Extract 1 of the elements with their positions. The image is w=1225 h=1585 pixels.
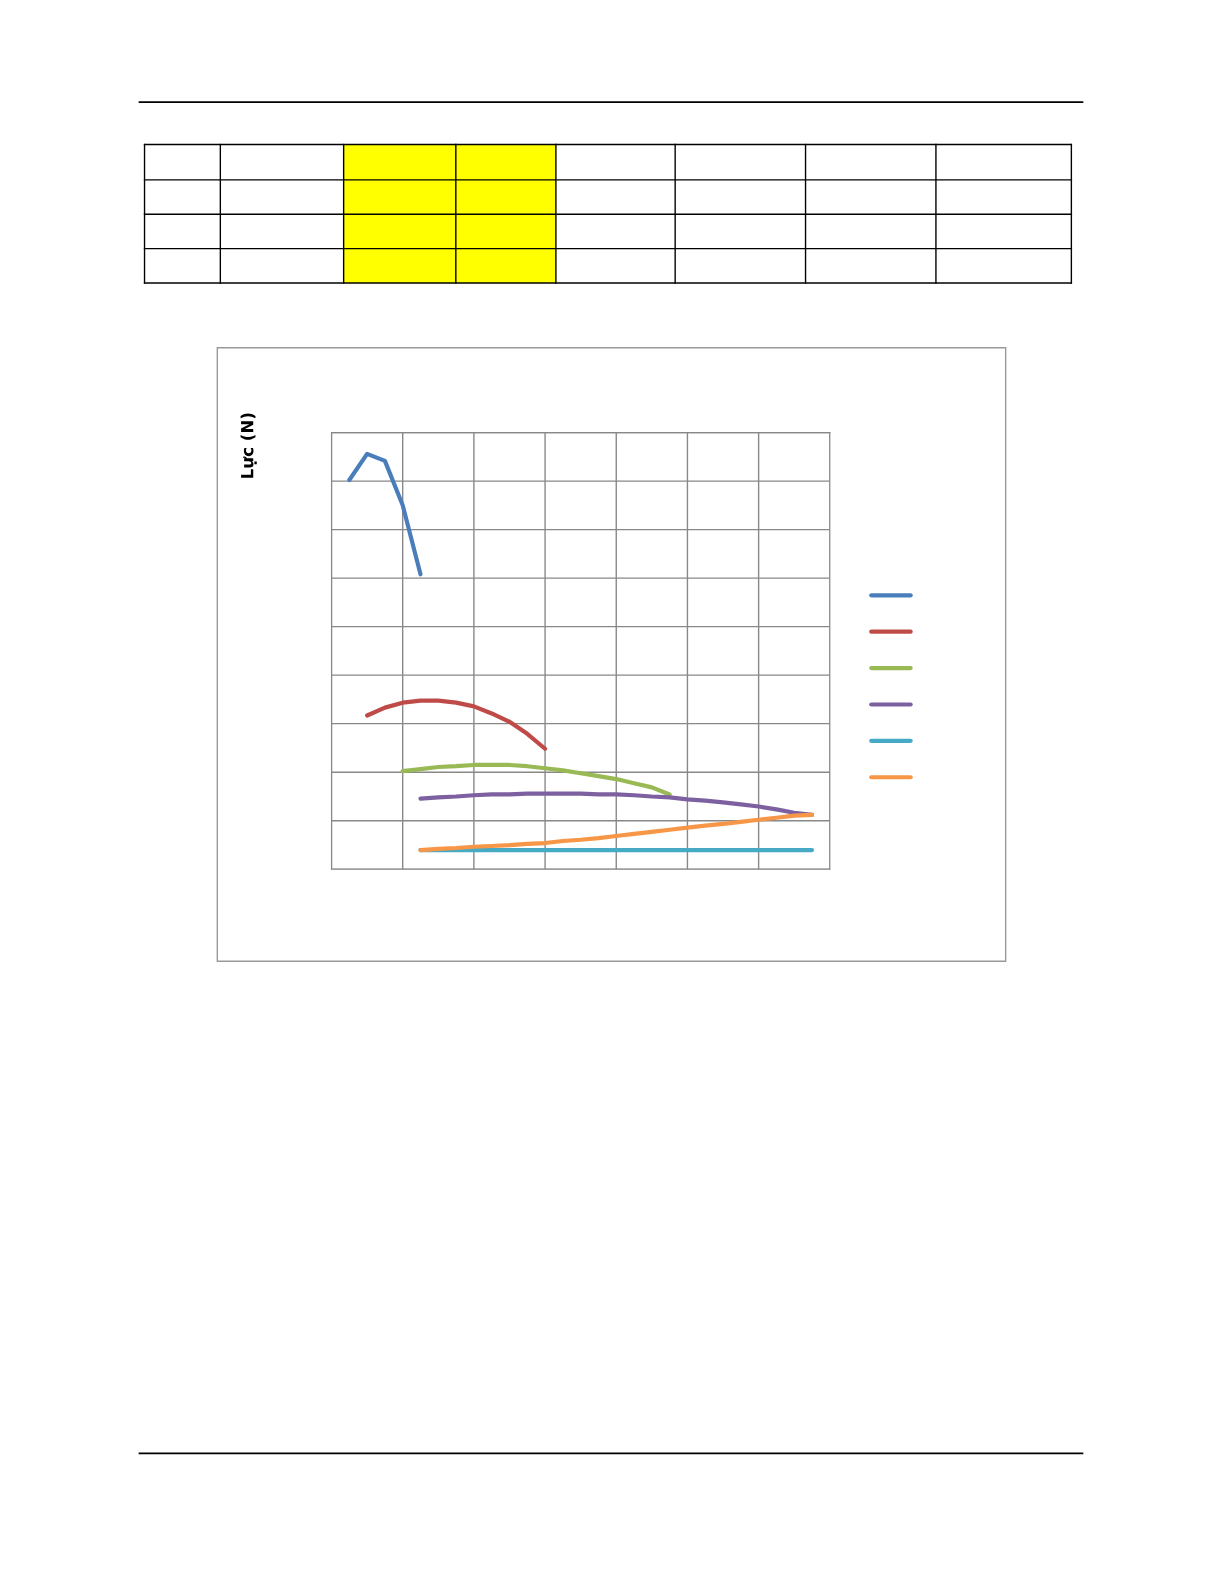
y-axis-title: Lực (N): [240, 413, 257, 478]
